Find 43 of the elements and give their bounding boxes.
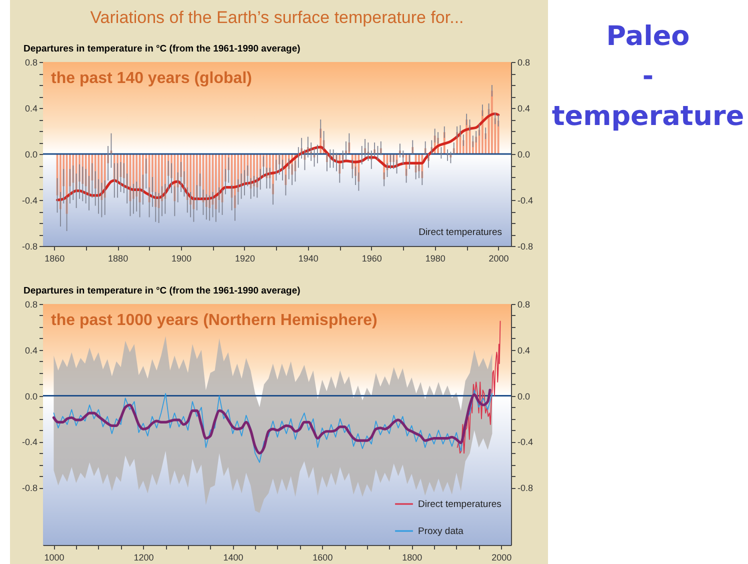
y-tick-label: 0.0 bbox=[24, 391, 38, 402]
x-tick-label: 1880 bbox=[108, 254, 128, 264]
y2-tick-label: 0.4 bbox=[518, 345, 530, 356]
y2-tick-label: 0.8 bbox=[518, 58, 530, 68]
text: Paleo - temperature bbox=[550, 20, 746, 134]
x-tick-label: 1800 bbox=[402, 552, 422, 562]
y-axis-title: Departures in temperature in °C (from the 1961-1990 average) bbox=[24, 44, 300, 54]
y-tick-label: -0.8 bbox=[22, 242, 38, 252]
x-tick-label: 1200 bbox=[134, 552, 154, 562]
y2-tick-label: 0.4 bbox=[518, 104, 530, 114]
x-tick-label: 1600 bbox=[312, 552, 333, 562]
y-tick-label: -0.4 bbox=[22, 437, 38, 448]
y-tick-label: 0.8 bbox=[24, 300, 38, 310]
y2-tick-label: -0.8 bbox=[518, 242, 534, 252]
y-tick-label: 0.0 bbox=[24, 150, 38, 160]
y-tick-label: -0.4 bbox=[22, 196, 38, 206]
x-tick-label: 1980 bbox=[425, 254, 446, 264]
y2-tick-label: -0.4 bbox=[518, 437, 534, 448]
x-tick-label: 2000 bbox=[488, 254, 509, 264]
legend-label: Proxy data bbox=[418, 526, 464, 537]
y2-tick-label: 0.0 bbox=[518, 391, 530, 402]
x-tick-label: 1940 bbox=[298, 254, 318, 264]
x-tick-label: 1000 bbox=[44, 552, 64, 562]
y-tick-label: 0.4 bbox=[24, 345, 38, 356]
x-tick-label: 2000 bbox=[492, 552, 512, 562]
x-tick-label: 1960 bbox=[362, 254, 382, 264]
y2-tick-label: 0.0 bbox=[518, 150, 530, 160]
x-tick-label: 1400 bbox=[223, 552, 244, 562]
x-tick-label: 1900 bbox=[172, 254, 192, 264]
chart-title: Variations of the Earth’s surface temperature for... bbox=[90, 8, 464, 27]
y-tick-label: 0.4 bbox=[24, 104, 38, 114]
annotation: Direct temperatures bbox=[418, 227, 502, 238]
legend-label: Direct temperatures bbox=[418, 499, 502, 510]
x-tick-label: 1860 bbox=[44, 254, 65, 264]
y2-tick-label: 0.8 bbox=[518, 300, 530, 310]
x-tick-label: 1920 bbox=[234, 254, 255, 264]
chart-subtitle: the past 140 years (global) bbox=[51, 70, 252, 87]
y2-tick-label: -0.8 bbox=[518, 483, 534, 494]
y-tick-label: 0.8 bbox=[24, 58, 38, 68]
chart-subtitle: the past 1000 years (Northern Hemisphere) bbox=[51, 312, 378, 329]
y-axis-title: Departures in temperature in °C (from the 1961-1990 average) bbox=[24, 286, 300, 296]
y-tick-label: -0.8 bbox=[22, 483, 38, 494]
y2-tick-label: -0.4 bbox=[518, 196, 534, 206]
